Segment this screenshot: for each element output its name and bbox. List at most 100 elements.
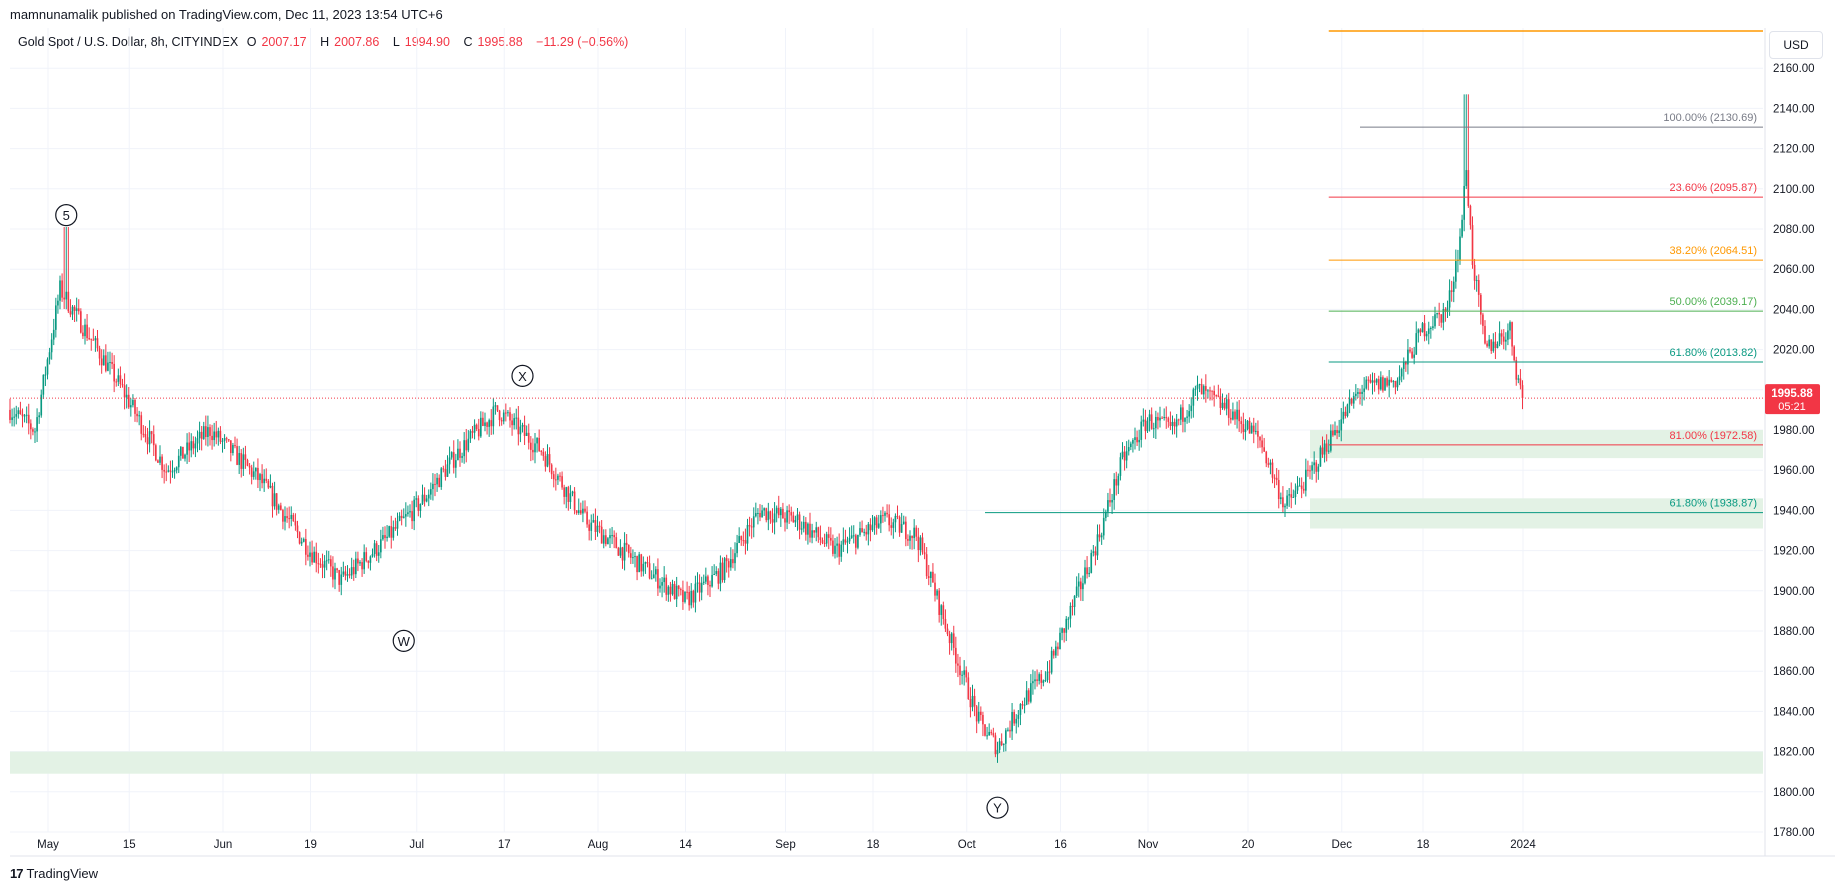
y-tick-label: 2080.00 [1773,224,1815,236]
candle-body [734,553,736,564]
candle-body [700,582,703,593]
candle-body [540,450,543,452]
candle-body [367,560,370,563]
candle-body [1023,704,1026,706]
candle-body [827,534,830,538]
candle-body [1319,447,1322,467]
candle-body [634,556,636,558]
x-tick-label: 15 [123,839,136,851]
candle-body [600,526,603,544]
candle-body [982,714,984,725]
candle-body [1315,462,1318,472]
candle-body [1348,398,1351,405]
candle-body [130,405,132,408]
candle-body [1150,414,1153,429]
candle-body [121,384,124,386]
candle-body [1323,443,1326,455]
candle-body [1171,421,1174,426]
candle-body [296,525,299,533]
candle-body [84,324,86,337]
candle-body [1230,417,1232,420]
candle-body [1240,421,1243,425]
candle-body [871,525,874,531]
candle-body [465,440,468,451]
candle-body [921,537,924,553]
candle-body [913,527,915,539]
candle-body [313,551,315,563]
candle-body [269,485,272,488]
y-tick-label: 2100.00 [1773,184,1815,196]
candle-body [1246,420,1249,430]
candle-body [819,537,822,540]
candle-body [244,454,247,461]
candle-body [482,417,484,426]
candle-body [480,417,482,437]
candle-body [1482,314,1484,326]
candle-body [759,513,761,518]
candle-body [559,475,561,477]
candle-body [817,527,820,538]
candle-body [134,399,136,414]
candle-body [1290,494,1293,498]
candle-body [505,412,507,414]
candle-body [1427,328,1430,334]
candle-body [438,477,440,488]
candle-body [1005,730,1007,744]
candle-body [263,478,265,484]
candle-body [1132,439,1134,444]
candle-body [573,491,576,511]
candle-body [1167,418,1170,422]
candle-body [673,583,676,600]
candle-body [1065,618,1068,633]
x-tick-label: Nov [1138,839,1159,851]
candle-body [1209,390,1211,392]
candle-body [1509,322,1511,331]
candle-body [905,521,907,540]
candle-body [127,394,130,408]
candle-body [261,474,263,484]
fib-level-label: 50.00% (2039.17) [1670,296,1757,308]
candle-body [1267,463,1270,465]
candle-body [944,618,947,629]
candle-body [888,514,890,526]
candle-body [675,585,678,600]
candle-body [267,480,270,488]
candle-body [784,518,786,523]
currency-button[interactable]: USD [1769,31,1823,59]
candle-body [605,535,607,545]
candle-body [117,375,120,382]
candle-body [1325,443,1328,452]
wave-label-circle [986,796,1009,819]
candle-body [846,541,849,543]
wave-label-circle [55,204,78,227]
candle-body [292,514,295,522]
candle-body [96,338,99,349]
x-tick-label: 17 [498,839,511,851]
candle-body [925,554,928,577]
candle-body [169,470,172,472]
candle-body [959,665,961,676]
candle-body [1357,392,1359,394]
candle-body [659,585,661,589]
candle-body [207,427,209,437]
candle-body [769,511,772,520]
candle-body [1042,680,1045,683]
candle-body [390,526,393,538]
candle-body [1425,333,1428,337]
candle-body [86,324,88,339]
candle-body [1282,497,1284,508]
candle-body [400,515,403,518]
candle-body [655,569,657,575]
candle-body [61,280,63,298]
x-tick-label: Oct [958,839,977,851]
candle-body [725,558,728,562]
candle-body [1221,402,1224,408]
candle-body [1048,671,1051,673]
candle-body [1442,309,1445,323]
candle-body [1344,411,1347,417]
candle-body [1044,680,1047,682]
support-zone [1310,430,1763,459]
candle-body [411,511,413,522]
candle-body [757,513,759,515]
